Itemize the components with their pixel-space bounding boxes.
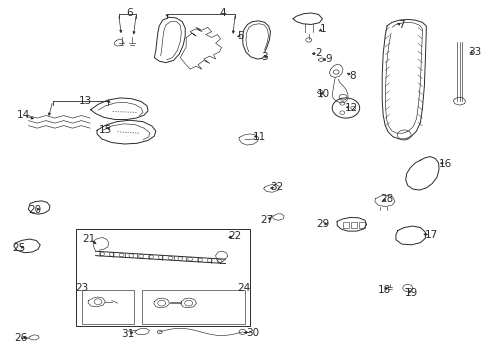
Text: 33: 33 [467, 47, 481, 57]
Text: 8: 8 [349, 71, 356, 81]
Text: 28: 28 [380, 194, 394, 204]
Text: 2: 2 [315, 48, 322, 58]
Text: 9: 9 [325, 54, 332, 64]
Text: 12: 12 [345, 103, 359, 113]
Bar [82, 290, 134, 324]
Text: 5: 5 [237, 31, 244, 41]
Bar [343, 222, 349, 228]
Text: 32: 32 [270, 182, 284, 192]
Text: 16: 16 [439, 159, 453, 169]
Bar [142, 290, 245, 324]
Text: 3: 3 [261, 52, 268, 62]
Text: 11: 11 [253, 132, 267, 142]
Text: 21: 21 [82, 234, 96, 244]
Text: 17: 17 [424, 230, 438, 240]
Text: 6: 6 [126, 8, 133, 18]
Text: 30: 30 [246, 328, 259, 338]
Text: 14: 14 [17, 110, 30, 120]
Text: 7: 7 [398, 20, 405, 30]
Text: 29: 29 [316, 219, 329, 229]
Text: 13: 13 [79, 96, 93, 106]
Text: 10: 10 [317, 89, 330, 99]
Text: 23: 23 [75, 283, 89, 293]
Text: 27: 27 [260, 215, 274, 225]
Bar [359, 222, 365, 228]
Text: 4: 4 [220, 8, 226, 18]
Text: 26: 26 [14, 333, 27, 343]
Text: 1: 1 [320, 24, 327, 34]
Text: 15: 15 [98, 125, 112, 135]
Text: 24: 24 [237, 283, 251, 293]
Text: 25: 25 [12, 243, 25, 253]
Bar [351, 222, 357, 228]
Text: 19: 19 [405, 288, 418, 298]
Text: 31: 31 [121, 329, 134, 339]
Bar [76, 229, 250, 326]
Text: 22: 22 [228, 231, 242, 241]
Text: 20: 20 [29, 204, 42, 215]
Text: 18: 18 [378, 285, 392, 295]
